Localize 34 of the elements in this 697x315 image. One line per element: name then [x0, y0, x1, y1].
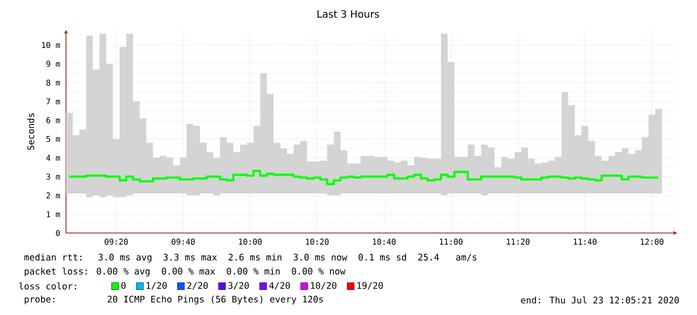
legend-label: 1/20: [146, 282, 167, 290]
x-tick-label: 10:40: [372, 238, 396, 245]
y-tick-label: 1 m: [46, 211, 60, 218]
x-tick-label: 09:40: [172, 238, 195, 245]
legend-label: 2/20: [187, 282, 208, 290]
x-tick-label: 11:20: [506, 238, 530, 245]
chart-title: Last 3 Hours: [318, 10, 379, 18]
y-tick-label: 9 m: [46, 60, 60, 67]
y-tick-label: 10 m: [42, 42, 60, 48]
legend-label: 0: [121, 282, 126, 289]
y-tick-label: 7 m: [46, 98, 60, 104]
x-tick-label: 11:40: [574, 238, 596, 245]
text: median rtt: 3.0 ms avg 3.3 ms max 2.6 ms min 3.0 ms now 0.1 ms sd 25.4 am/s: [24, 254, 476, 262]
y-tick-label: 4 m: [46, 154, 60, 161]
legend-label: 10/20: [310, 282, 336, 290]
legend-label: 19/20: [357, 282, 383, 290]
y-tick-label: 8 m: [46, 80, 60, 86]
y-tick-label: 3 m: [46, 174, 60, 180]
y-tick-label: 2 m: [46, 192, 60, 198]
legend-label: 4/20: [269, 282, 290, 290]
y-tick-label: 6 m: [46, 117, 60, 124]
y-tick-label: 5 m: [46, 136, 60, 142]
legend-title: loss color:: [19, 282, 76, 290]
text: end: Thu Jul 23 12:05:21 2020: [521, 296, 679, 304]
x-tick-label: 11:00: [440, 238, 463, 245]
x-tick-label: 10:20: [306, 238, 329, 245]
y-axis-title: Seconds: [27, 113, 34, 150]
x-tick-label: 09:20: [104, 238, 128, 245]
legend-label: 3/20: [228, 282, 249, 290]
text: probe: 20 ICMP Echo Pings (56 Bytes) every 120s: [24, 296, 323, 304]
x-tick-label: 12:00: [640, 238, 664, 245]
text: packet loss: 0.00 % avg 0.00 % max 0.00 % min 0.00 % now: [24, 268, 346, 276]
y-tick-label: 0: [56, 230, 60, 236]
x-tick-label: 10:00: [239, 238, 262, 245]
